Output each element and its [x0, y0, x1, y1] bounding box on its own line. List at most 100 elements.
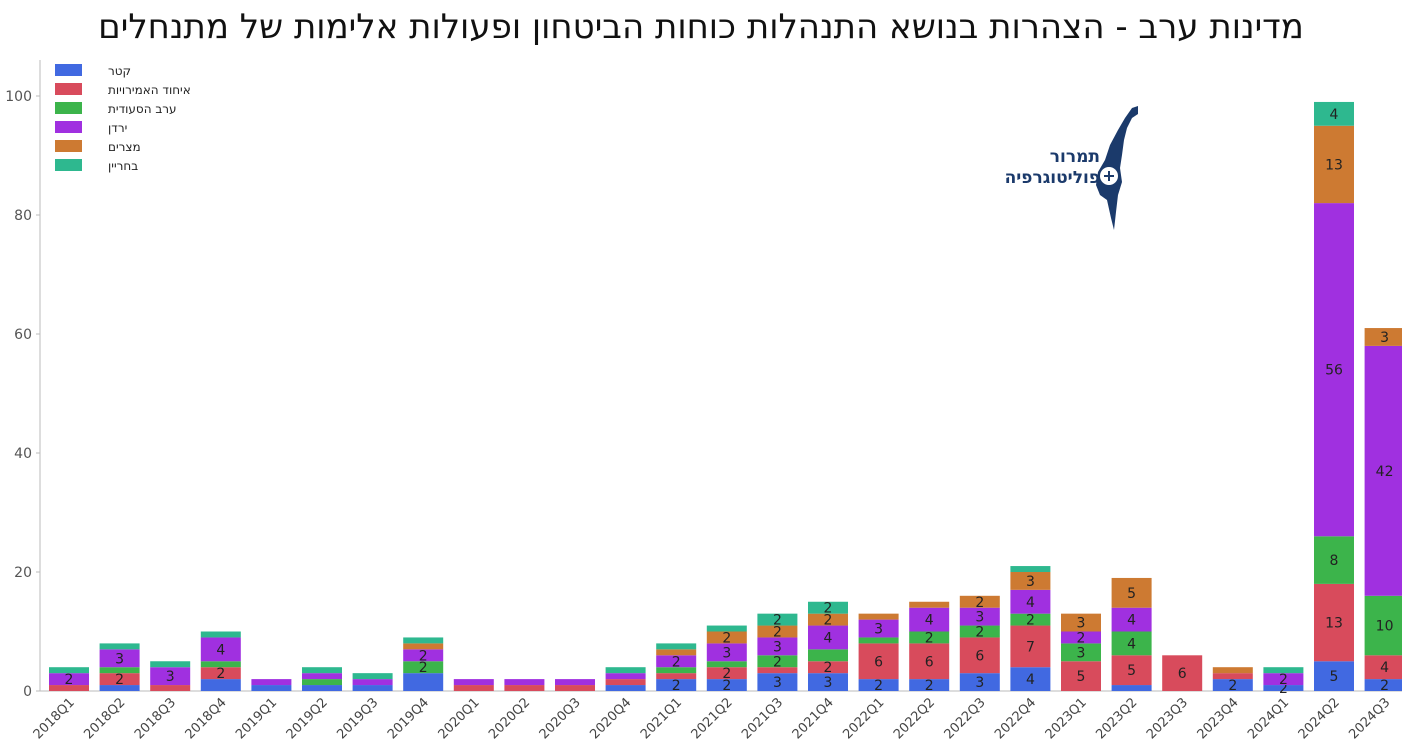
bar-segment: [1010, 625, 1051, 668]
bar-segment: [909, 601, 950, 608]
bar-segment: [99, 643, 140, 650]
bar-stack-2023Q3: 6: [1162, 655, 1203, 691]
bar-segment: [453, 679, 494, 686]
bar-value-label: 2: [1026, 613, 1035, 629]
bar-segment: [403, 661, 444, 674]
x-tick-label: 2020Q1: [436, 695, 483, 742]
bar-value-label: 2: [115, 672, 124, 688]
bar-stack-2021Q1: 22: [656, 643, 697, 694]
bar-segment: [858, 613, 899, 620]
bar-value-label: 2: [419, 660, 428, 676]
y-tick-label: 80: [14, 208, 32, 224]
bar-segment: [49, 673, 89, 686]
x-tick-label: 2024Q3: [1346, 695, 1393, 742]
bar-segment: [99, 673, 140, 686]
legend-item: בחריין: [55, 159, 138, 173]
bar-segment: [555, 679, 595, 686]
bar-segment: [959, 595, 1000, 608]
bar-stack-2019Q2: [302, 667, 342, 691]
bar-segment: [1364, 595, 1402, 656]
bar-stack-2023Q1: 5 323: [1061, 613, 1101, 691]
bar-segment: [959, 637, 1000, 674]
x-tick-label: 2022Q1: [840, 695, 887, 742]
y-tick-label: 40: [14, 446, 32, 462]
bar-segment: [757, 613, 798, 626]
bar-segment: [302, 685, 342, 691]
legend-swatch: [55, 83, 82, 95]
legend-item: איחוד האמירויות: [55, 83, 191, 97]
bar-value-label: 3: [722, 645, 731, 661]
bar-value-label: 2: [722, 630, 731, 646]
bar-segment: [99, 685, 140, 691]
bar-segment: [757, 673, 798, 691]
bar-value-label: 2: [1380, 678, 1389, 694]
legend-item: קטר: [55, 64, 131, 78]
bar-value-label: 5: [1127, 586, 1136, 602]
bar-segment: [99, 649, 140, 668]
bar-value-label: 6: [874, 654, 883, 670]
x-tick-label: 2024Q2: [1296, 695, 1343, 742]
bar-value-label: 2: [975, 625, 984, 641]
bar-segment: [352, 679, 393, 686]
bar-stack-2022Q1: 2 6 3: [858, 613, 899, 694]
bar-segment: [909, 607, 950, 632]
bar-segment: [1212, 679, 1253, 691]
bar-segment: [605, 673, 646, 680]
bar-segment: [1314, 661, 1354, 691]
bar-value-label: 3: [166, 669, 175, 685]
bar-segment: [909, 679, 950, 691]
bar-segment: [808, 625, 848, 650]
bar-stack-2019Q4: 22: [403, 637, 444, 691]
bar-segment: [909, 643, 950, 680]
bar-segment: [555, 685, 595, 691]
bar-segment: [200, 637, 241, 662]
x-tick-label: 2019Q3: [334, 695, 381, 742]
bar-segment: [706, 643, 747, 662]
y-tick-label: 100: [5, 89, 32, 105]
bar-segment: [706, 667, 747, 680]
x-tick-label: 2022Q3: [942, 695, 989, 742]
bar-segment: [1212, 673, 1253, 680]
bar-segment: [1314, 536, 1354, 584]
bar-value-label: 2: [824, 613, 833, 629]
bar-segment: [302, 667, 342, 674]
bar-segment: [504, 685, 545, 691]
bar-value-label: 2: [1279, 681, 1288, 697]
bar-segment: [49, 685, 89, 691]
bar-segment: [504, 679, 545, 686]
x-tick-label: 2021Q3: [739, 695, 786, 742]
bar-segment: [959, 607, 1000, 626]
bar-value-label: 3: [773, 639, 782, 655]
bar-segment: [251, 679, 292, 686]
bar-segment: [1212, 667, 1253, 674]
bar-segment: [808, 673, 848, 691]
x-tick-label: 2019Q2: [284, 695, 331, 742]
bar-segment: [403, 673, 444, 691]
bar-segment: [757, 637, 798, 656]
bar-value-label: 2: [419, 648, 428, 664]
logo-line-1: תמרור: [1049, 147, 1100, 167]
legend-swatch: [55, 102, 82, 114]
bar-value-label: 7: [1026, 639, 1035, 655]
bar-stack-2018Q3: 3: [150, 661, 191, 691]
bar-segment: [706, 679, 747, 691]
bar-segment: [200, 679, 241, 691]
bar-value-label: 2: [824, 601, 833, 617]
x-tick-label: 2018Q2: [81, 695, 128, 742]
bar-segment: [808, 613, 848, 626]
bar-value-label: 6: [1178, 666, 1187, 682]
bar-value-label: 4: [216, 642, 225, 658]
bar-stack-2020Q1: [453, 679, 494, 691]
bar-segment: [1010, 566, 1051, 572]
bar-segment: [150, 667, 191, 686]
bar-value-label: 3: [1077, 616, 1086, 632]
bar-value-label: 5: [1330, 669, 1339, 685]
bar-segment: [1314, 101, 1354, 126]
bar-value-label: 3: [1380, 330, 1389, 346]
legend-label: איחוד האמירויות: [108, 83, 191, 97]
bar-segment: [858, 619, 899, 638]
bar-segment: [1364, 679, 1402, 691]
bar-stacks: 2 233 242222223232322324222632624362324724…: [49, 101, 1402, 697]
bar-segment: [808, 661, 848, 674]
bar-segment: [1162, 655, 1203, 691]
